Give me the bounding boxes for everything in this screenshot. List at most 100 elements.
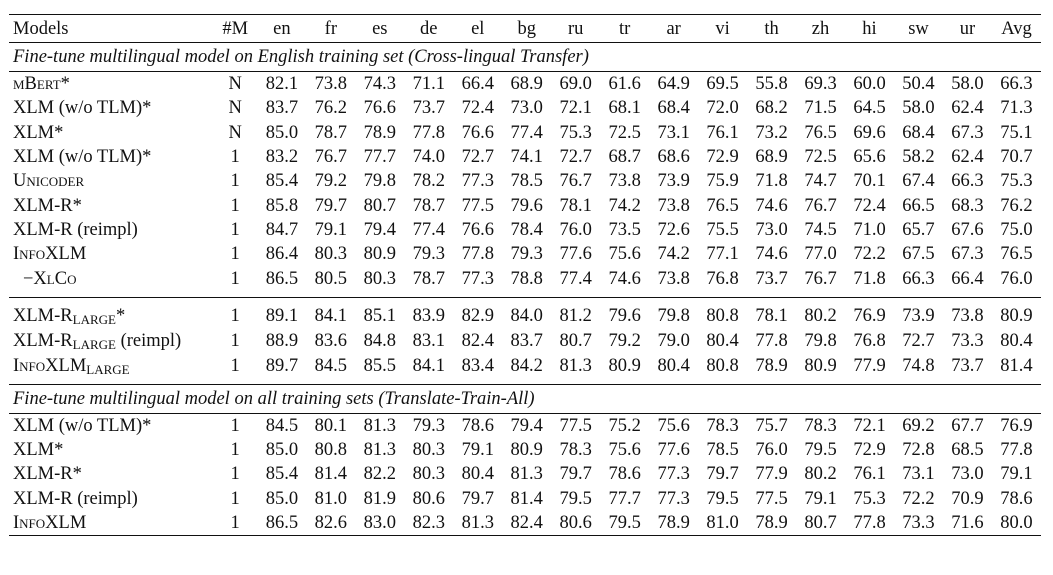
score-cell: 68.7 — [608, 147, 641, 168]
score-cell: 68.9 — [510, 74, 543, 95]
score-cell: 72.9 — [706, 147, 739, 168]
score-cell: 68.1 — [608, 98, 641, 119]
model-name: XLM-R (reimpl) — [9, 487, 213, 511]
model-name-suffix: * — [115, 305, 126, 326]
score-cell: 76.7 — [559, 171, 592, 192]
score-cell: 83.2 — [265, 147, 299, 168]
score-cell: 72.7 — [559, 147, 592, 168]
score-cell: 84.8 — [363, 331, 396, 352]
score-cell: 60.0 — [853, 74, 886, 95]
score-cell: 77.5 — [755, 488, 788, 509]
score-cell: 80.2 — [804, 464, 837, 485]
score-cell: 69.0 — [559, 74, 592, 95]
score-cell: 72.7 — [461, 147, 494, 168]
model-count: 1 — [212, 510, 258, 537]
score-cell: 67.3 — [951, 244, 984, 265]
score-cell: 77.9 — [853, 356, 886, 377]
score-cell: 74.6 — [755, 244, 788, 265]
score-cell: 73.0 — [510, 98, 543, 119]
model-count: N — [228, 122, 242, 143]
model-name-text: XLM* — [13, 122, 64, 143]
model-count: 1 — [230, 171, 240, 192]
header-lang-sw: sw — [893, 14, 943, 43]
score-cell: 74.6 — [755, 195, 788, 216]
model-size-subscript: LARGE — [72, 311, 116, 327]
model-name-text: InfoXLM — [13, 513, 87, 533]
score-cell: 75.3 — [853, 488, 886, 509]
score-cell: 74.7 — [804, 171, 837, 192]
score-cell: 77.4 — [559, 268, 592, 289]
score-cell: 80.7 — [796, 510, 846, 537]
score-cell: 82.6 — [306, 510, 356, 537]
score-cell: 78.6 — [608, 464, 641, 485]
results-table: Models #M en fr es de el bg ru tr ar vi th zh hi sw ur… — [9, 14, 1041, 537]
score-cell: 69.3 — [804, 74, 837, 95]
model-count: 1 — [230, 147, 240, 168]
score-cell: 73.3 — [893, 510, 943, 537]
score-cell: 67.7 — [951, 415, 984, 436]
score-cell: 67.4 — [902, 171, 935, 192]
score-cell: 72.4 — [461, 98, 494, 119]
section-title: Fine-tune multilingual model on all trai… — [9, 383, 1041, 414]
model-name: XLM (w/o TLM)* — [9, 413, 213, 438]
score-cell: 73.7 — [412, 98, 445, 119]
header-lang-avg: Avg — [991, 14, 1041, 43]
score-cell: 78.4 — [510, 219, 543, 240]
table-row: XLM (w/o TLM)* 1 84.5 80.1 81.3 79.3 78.6 79.4 7… — [9, 413, 1041, 438]
score-cell: 80.7 — [363, 195, 396, 216]
score-cell: 73.7 — [951, 356, 984, 377]
score-cell: 80.6 — [412, 488, 445, 509]
score-cell: 79.8 — [804, 331, 837, 352]
score-cell: 73.0 — [755, 219, 788, 240]
score-cell: 79.3 — [412, 415, 445, 436]
score-cell: 79.7 — [461, 488, 494, 509]
table-row: XLM* N 85.0 78.7 78.9 77.8 76.6 77.4 75.3 72.5 73.… — [9, 121, 1041, 145]
score-cell: 75.5 — [706, 219, 739, 240]
score-cell: 81.3 — [510, 464, 543, 485]
section-header: Fine-tune multilingual model on English … — [9, 42, 1041, 72]
table-row: InfoXLMLARGE 1 89.7 84.5 85.5 84.1 83.4 84.2 81.… — [9, 354, 1041, 385]
score-cell: 81.4 — [510, 488, 543, 509]
model-name-text: InfoXLM — [13, 355, 87, 376]
score-cell: 72.7 — [902, 331, 935, 352]
model-name-text: XLM-R (reimpl) — [13, 488, 138, 509]
score-cell: 80.9 — [510, 440, 543, 461]
score-cell: 80.8 — [314, 440, 348, 461]
score-cell: 69.6 — [853, 122, 886, 143]
model-count: N — [228, 74, 242, 95]
score-cell: 78.5 — [510, 171, 543, 192]
score-cell: 85.4 — [265, 464, 299, 485]
score-cell: 72.1 — [853, 415, 886, 436]
score-cell: 82.4 — [461, 331, 494, 352]
model-size-subscript: LARGE — [72, 336, 116, 352]
score-cell: 79.7 — [314, 195, 348, 216]
model-name-text: XLM (w/o TLM)* — [13, 98, 152, 119]
score-cell: 77.7 — [608, 488, 641, 509]
score-cell: 86.5 — [257, 510, 307, 537]
model-name: XLM* — [9, 121, 213, 145]
model-count: 1 — [230, 219, 240, 240]
model-name: XLM-RLARGE (reimpl) — [9, 329, 213, 354]
score-cell: 68.5 — [951, 440, 984, 461]
avg-score: 76.2 — [1000, 195, 1033, 216]
score-cell: 81.2 — [551, 296, 601, 329]
score-cell: 83.9 — [404, 296, 454, 329]
score-cell: 82.1 — [265, 74, 299, 95]
score-cell: 68.4 — [902, 122, 935, 143]
score-cell: 80.4 — [706, 331, 739, 352]
score-cell: 80.4 — [461, 464, 494, 485]
score-cell: 76.2 — [314, 98, 348, 119]
avg-score: 66.3 — [1000, 74, 1033, 95]
score-cell: 83.0 — [355, 510, 405, 537]
score-cell: 68.4 — [657, 98, 690, 119]
score-cell: 78.7 — [412, 195, 445, 216]
score-cell: 89.7 — [265, 356, 299, 377]
score-cell: 77.6 — [559, 244, 592, 265]
score-cell: 76.6 — [461, 219, 494, 240]
avg-score: 76.5 — [1000, 244, 1033, 265]
score-cell: 65.7 — [902, 219, 935, 240]
score-cell: 67.5 — [902, 244, 935, 265]
header-lang-ru: ru — [551, 14, 601, 43]
header-lang-de: de — [404, 14, 454, 43]
